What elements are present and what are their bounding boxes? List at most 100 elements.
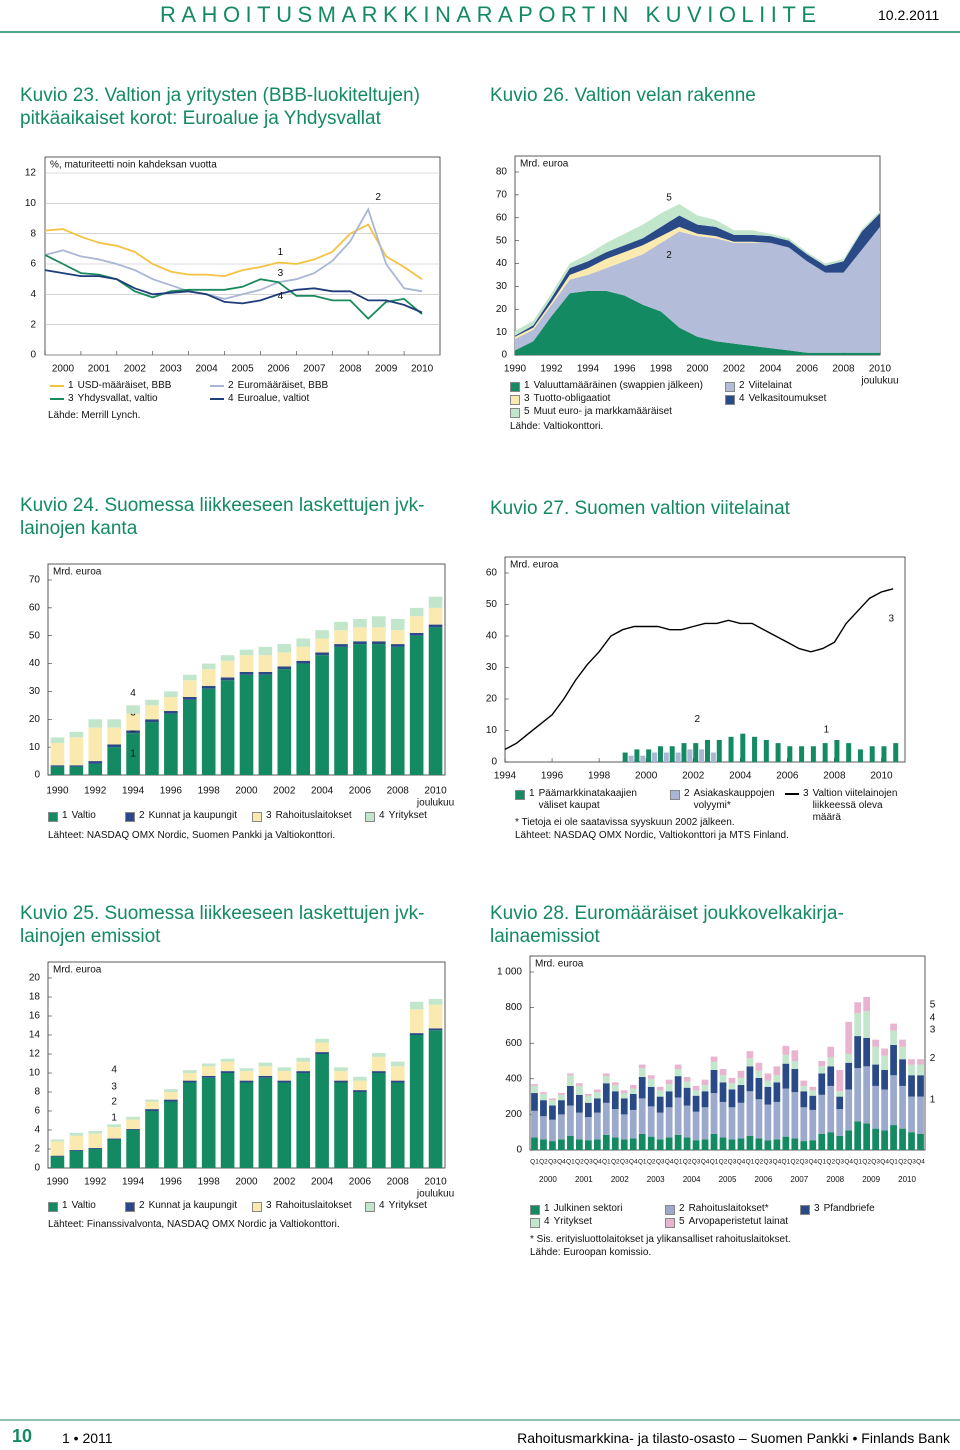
x-tick-label: Q2 bbox=[719, 1159, 728, 1166]
bar-segment bbox=[315, 630, 329, 639]
bar-segment bbox=[647, 1106, 655, 1137]
bar-segment bbox=[782, 1045, 790, 1055]
x-tick-label: 2000 bbox=[52, 364, 75, 375]
x-tick-label: 2006 bbox=[267, 364, 290, 375]
x-tick-label: 1998 bbox=[588, 771, 611, 782]
bar-segment bbox=[863, 1066, 871, 1124]
bar-segment bbox=[620, 1139, 628, 1150]
x-tick-label: 2007 bbox=[303, 364, 326, 375]
series-label: 2 bbox=[111, 1097, 117, 1108]
bar-segment bbox=[746, 1091, 754, 1136]
bar-segment bbox=[647, 1078, 655, 1087]
legend-name: Viitelainat bbox=[748, 380, 792, 391]
legend-label: 1 bbox=[68, 380, 74, 391]
bar-segment bbox=[602, 1083, 610, 1103]
bar-segment bbox=[69, 766, 84, 775]
bar-segment bbox=[683, 1087, 691, 1106]
bar bbox=[822, 743, 828, 762]
bar-segment bbox=[277, 652, 292, 667]
legend-label: 5 bbox=[679, 1216, 685, 1227]
x-tick-label: 2004 bbox=[196, 364, 219, 375]
bar-segment bbox=[593, 1092, 601, 1099]
x-tick-label: Q4 bbox=[629, 1159, 638, 1166]
bar-segment bbox=[908, 1096, 915, 1133]
legend-name: Asiakaskauppojen volyymi* bbox=[693, 788, 775, 811]
series-label: 1 bbox=[930, 1095, 936, 1106]
bar-segment bbox=[665, 1079, 673, 1085]
legend-item: 3 Rahoituslaitokset bbox=[252, 1200, 367, 1212]
y-tick-label: 6 bbox=[34, 1106, 40, 1117]
bar-segment bbox=[674, 1069, 682, 1077]
bar-segment bbox=[126, 730, 140, 734]
bar-segment bbox=[107, 727, 121, 745]
x-tick-label: Q1 bbox=[889, 1159, 898, 1166]
bar-segment bbox=[315, 1054, 329, 1168]
legend-swatch bbox=[800, 1205, 810, 1215]
y-tick-label: 16 bbox=[29, 1011, 41, 1022]
legend-swatch bbox=[50, 398, 64, 400]
legend-label: 3 bbox=[524, 393, 530, 404]
bar-segment bbox=[390, 1080, 405, 1083]
bar-segment bbox=[69, 737, 84, 766]
legend-item: 2 Asiakaskauppojen volyymi* bbox=[670, 788, 785, 812]
y-tick-label: 0 bbox=[516, 1145, 522, 1156]
x-tick-label: 2006 bbox=[776, 771, 799, 782]
legend-label: 1 bbox=[529, 788, 535, 799]
bar-segment bbox=[220, 1073, 235, 1168]
legend-swatch bbox=[670, 790, 680, 800]
bar-segment bbox=[576, 1083, 583, 1086]
bar-segment bbox=[428, 1030, 443, 1168]
annotation: joulukuu bbox=[860, 376, 898, 387]
bar-segment bbox=[845, 1053, 853, 1063]
bar-segment bbox=[809, 1086, 817, 1091]
bar-segment bbox=[549, 1100, 556, 1106]
bar-segment bbox=[638, 1064, 646, 1069]
unit-label: Mrd. euroa bbox=[510, 560, 559, 571]
bar-segment bbox=[656, 1086, 664, 1091]
bar-segment bbox=[863, 1011, 871, 1038]
bar-segment bbox=[220, 1071, 235, 1073]
bar-segment bbox=[737, 1102, 745, 1139]
legend-label: 3 bbox=[803, 788, 809, 799]
bar-segment bbox=[638, 1098, 646, 1134]
legend-label: 2 bbox=[684, 788, 690, 799]
bar-segment bbox=[800, 1141, 808, 1150]
x-tick-label: Q3 bbox=[764, 1159, 773, 1166]
bar bbox=[846, 743, 852, 762]
bar-segment bbox=[145, 719, 159, 723]
area bbox=[515, 226, 880, 353]
legend-swatch bbox=[210, 385, 224, 387]
x-tick-label: Q1 bbox=[853, 1159, 862, 1166]
legend-label: 4 bbox=[739, 393, 745, 404]
bar-segment bbox=[755, 1138, 763, 1150]
bar-segment bbox=[881, 1069, 888, 1090]
bar-segment bbox=[372, 627, 386, 642]
bar-segment bbox=[818, 1073, 826, 1095]
bar-segment bbox=[164, 1101, 178, 1168]
bar-segment bbox=[201, 663, 216, 670]
bar-segment bbox=[746, 1135, 754, 1150]
bar-segment bbox=[182, 697, 197, 700]
bar bbox=[705, 739, 710, 762]
x-tick-label: 2006 bbox=[349, 786, 372, 797]
issue: 1 • 2011 bbox=[62, 1430, 113, 1446]
bar-segment bbox=[277, 644, 292, 653]
bar-segment bbox=[334, 630, 348, 645]
legend-item: 4 Velkasitoumukset bbox=[725, 393, 885, 405]
y-tick-label: 50 bbox=[29, 630, 41, 641]
x-tick-label: 1996 bbox=[160, 1177, 183, 1188]
legend-name: Muut euro- ja markkamääräiset bbox=[533, 406, 672, 417]
x-tick-label: 2008 bbox=[387, 786, 410, 797]
bar-segment bbox=[791, 1069, 799, 1093]
legend-swatch bbox=[510, 395, 520, 405]
x-tick-label: Q4 bbox=[737, 1159, 746, 1166]
legend-label: 3 bbox=[68, 393, 74, 404]
x-tick-label: 2005 bbox=[231, 364, 254, 375]
bar-segment bbox=[182, 674, 197, 681]
bar-segment bbox=[428, 607, 443, 625]
bar-segment bbox=[701, 1085, 709, 1092]
bar-segment bbox=[917, 1133, 924, 1150]
y-tick-label: 20 bbox=[496, 304, 508, 315]
bar-segment bbox=[665, 1084, 673, 1092]
